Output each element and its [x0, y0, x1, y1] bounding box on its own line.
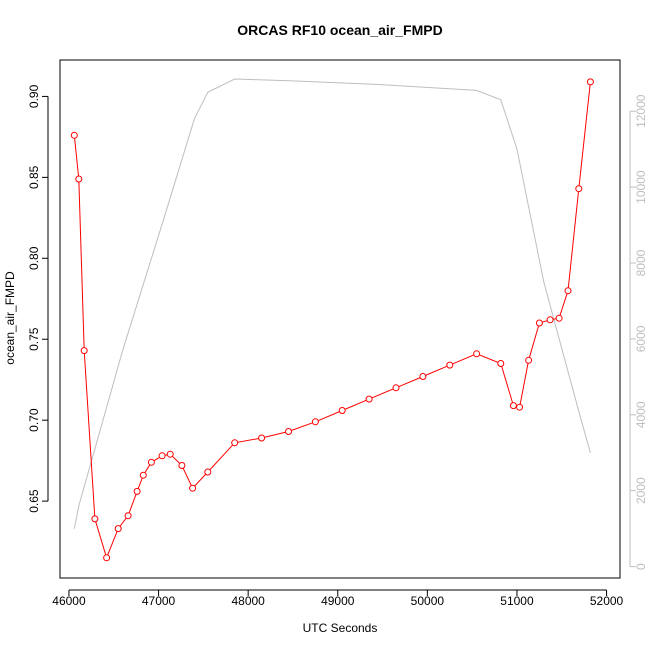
data-point — [158, 452, 166, 460]
y-axis-label: ocean_air_FMPD — [3, 271, 17, 365]
data-point — [311, 418, 319, 426]
data-point — [575, 185, 583, 193]
data-point — [103, 554, 111, 562]
data-point — [586, 78, 594, 86]
data-point — [564, 287, 572, 295]
data-point — [446, 361, 454, 369]
x-tick-label: 50000 — [411, 594, 445, 608]
x-tick-label: 47000 — [142, 594, 176, 608]
data-point — [525, 356, 533, 364]
y-tick-label: 0.90 — [27, 84, 41, 108]
series-line-right-axis — [73, 78, 591, 529]
y2-tick-label: 4000 — [634, 401, 648, 428]
data-point — [139, 471, 147, 479]
data-point — [178, 462, 186, 469]
data-point — [365, 395, 373, 403]
y2-tick-label: 6000 — [634, 325, 648, 352]
y-tick-label: 0.75 — [27, 327, 41, 351]
y-tick-label: 0.65 — [27, 489, 41, 513]
data-point — [473, 350, 481, 358]
data-point — [338, 407, 346, 414]
plot-frame — [59, 59, 621, 579]
data-point — [285, 428, 292, 435]
data-point — [133, 487, 141, 495]
x-tick-label: 51000 — [500, 594, 534, 608]
axes-layer: 46000 47000 48000 49000 50000 51000 52000 0.65 0… — [27, 84, 648, 608]
y-tick-label: 0.70 — [27, 408, 41, 432]
y2-tick-label: 2000 — [634, 477, 648, 504]
x-axis-label: UTC Seconds — [303, 621, 378, 635]
data-point — [231, 439, 239, 447]
y2-tick-label: 12000 — [634, 94, 648, 128]
y-tick-label: 0.85 — [27, 165, 41, 189]
data-point — [147, 458, 155, 466]
data-point — [258, 434, 266, 442]
chart-title: ORCAS RF10 ocean_air_FMPD — [237, 22, 442, 38]
data-point — [497, 360, 505, 367]
data-point — [546, 316, 554, 324]
data-point — [70, 131, 78, 139]
data-point — [204, 468, 212, 476]
data-point — [166, 450, 174, 458]
data-point — [114, 525, 122, 533]
data-point — [75, 175, 83, 183]
data-point — [91, 515, 99, 523]
data-point — [392, 384, 400, 392]
x-tick-label: 49000 — [321, 594, 355, 608]
y2-tick-label: 0 — [634, 563, 648, 570]
x-tick-label: 48000 — [231, 594, 265, 608]
data-point — [509, 402, 517, 410]
plot-layer — [70, 78, 594, 562]
x-tick-label: 46000 — [52, 594, 86, 608]
data-point — [189, 484, 197, 492]
data-point — [124, 512, 132, 520]
data-point — [535, 319, 543, 327]
x-tick-label: 52000 — [590, 594, 624, 608]
data-point — [80, 347, 88, 355]
y-tick-label: 0.80 — [27, 246, 41, 270]
data-point — [419, 373, 427, 380]
data-point — [555, 314, 563, 322]
data-point — [516, 403, 524, 411]
y2-tick-label: 8000 — [634, 249, 648, 276]
y2-tick-label: 10000 — [634, 170, 648, 204]
